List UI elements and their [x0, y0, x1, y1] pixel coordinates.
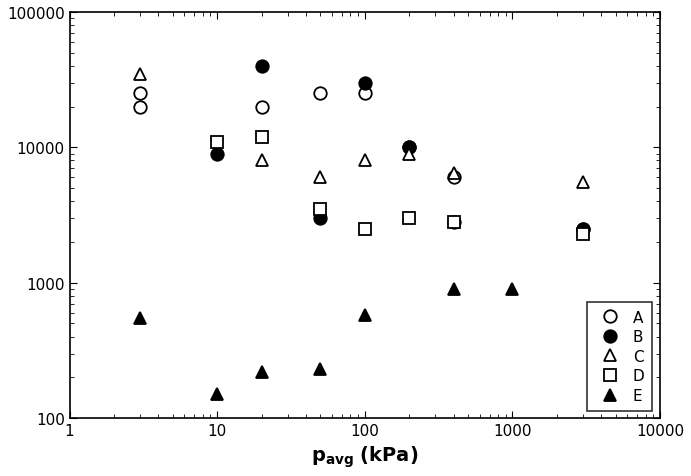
E [450, 287, 458, 292]
B [213, 151, 221, 157]
E [361, 312, 369, 318]
Legend: A, B, C, D, E: A, B, C, D, E [587, 302, 652, 411]
E [258, 369, 266, 375]
D [316, 207, 325, 212]
B [450, 220, 458, 226]
A [136, 105, 144, 110]
E [136, 316, 144, 321]
Line: E: E [134, 283, 519, 401]
D [361, 227, 369, 232]
A [450, 175, 458, 181]
A [361, 91, 369, 97]
B [316, 216, 325, 221]
A [316, 91, 325, 97]
E [509, 287, 517, 292]
E [316, 367, 325, 372]
C [578, 180, 587, 186]
B [578, 227, 587, 232]
D [405, 216, 413, 221]
Line: C: C [134, 68, 589, 189]
Line: B: B [211, 60, 589, 236]
C [450, 170, 458, 176]
B [258, 64, 266, 69]
D [258, 135, 266, 140]
B [361, 81, 369, 87]
C [258, 158, 266, 164]
D [450, 220, 458, 226]
D [578, 231, 587, 237]
Line: D: D [211, 131, 589, 240]
A [578, 227, 587, 232]
E [213, 392, 221, 397]
C [361, 158, 369, 164]
C [316, 175, 325, 181]
C [405, 151, 413, 157]
A [405, 145, 413, 151]
X-axis label: $\bf{p}$$_{\bf{avg}}$ $\bf{(kPa)}$: $\bf{p}$$_{\bf{avg}}$ $\bf{(kPa)}$ [311, 444, 419, 469]
B [405, 145, 413, 151]
A [136, 91, 144, 97]
A [258, 105, 266, 110]
D [213, 139, 221, 145]
C [136, 72, 144, 78]
Line: A: A [134, 88, 589, 236]
